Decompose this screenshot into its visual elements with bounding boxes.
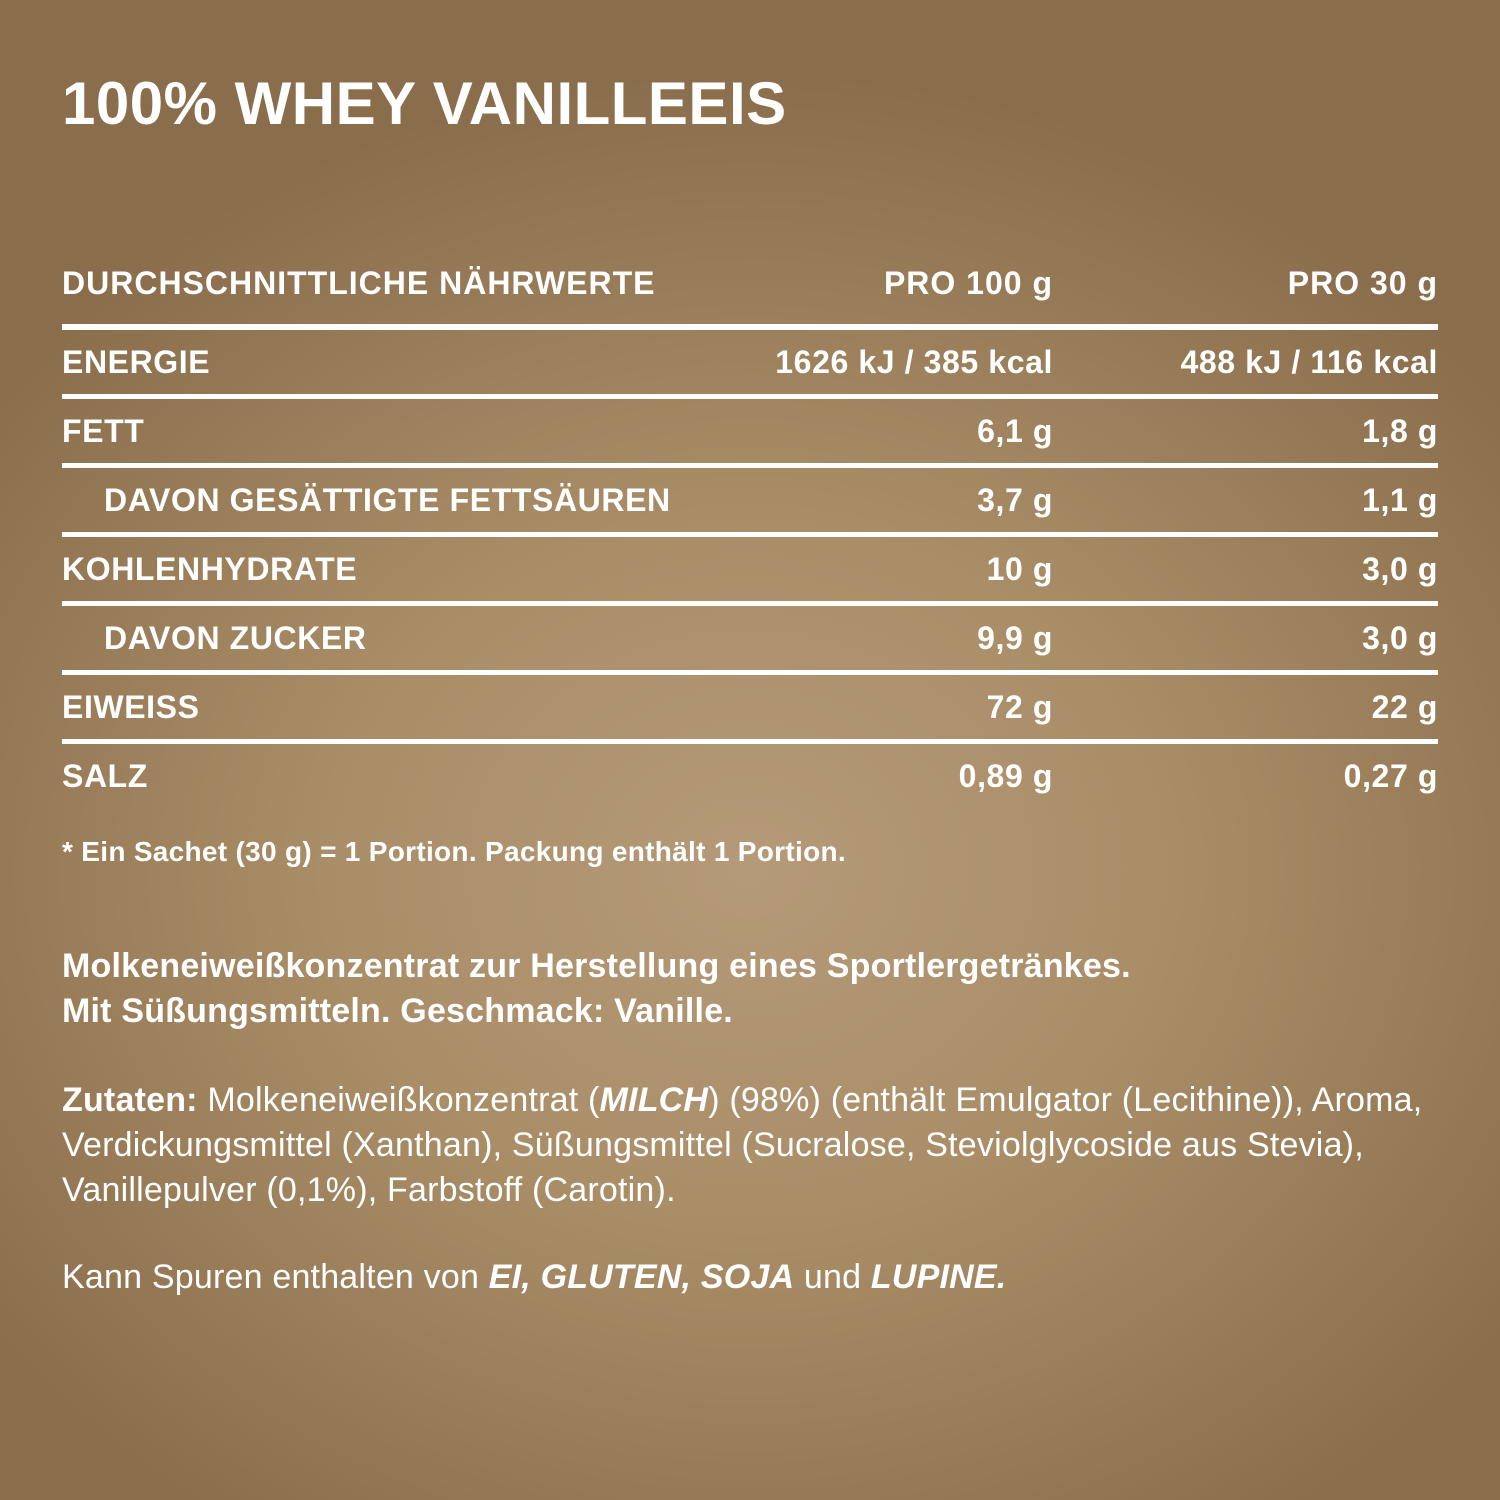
ingredients-paragraph: Zutaten: Molkeneiweißkonzentrat (MILCH) … [62,1078,1438,1213]
nutrient-name: FETT [62,412,145,449]
value-per-30g: 1,8 g [1362,412,1438,449]
value-per-30g: 22 g [1371,688,1438,725]
nutrient-name: DAVON GESÄTTIGTE FETTSÄUREN [104,481,671,518]
traces-allergens: EI, GLUTEN, SOJA [488,1258,795,1296]
value-per-100g: 0,89 g [958,757,1053,794]
nutrient-name: KOHLENHYDRATE [62,550,358,587]
table-row: EIWEISS 72 g 22 g [62,675,1438,744]
ingredients-text-1: Molkeneiweißkonzentrat ( [197,1081,600,1119]
value-per-30g: 1,1 g [1362,481,1438,518]
traces-allergen-lupine: LUPINE. [870,1258,1007,1296]
table-row: DAVON ZUCKER 9,9 g 3,0 g [62,606,1438,675]
value-per-100g: 6,1 g [977,412,1053,449]
table-header-row: DURCHSCHNITTLICHE NÄHRWERTE PRO 100 g PR… [62,265,1438,330]
table-row: DAVON GESÄTTIGTE FETTSÄUREN 3,7 g 1,1 g [62,468,1438,537]
nutrient-name: ENERGIE [62,343,211,380]
value-per-100g: 1626 kJ / 385 kcal [775,343,1053,380]
description-line-1: Molkeneiweißkonzentrat zur Herstellung e… [62,947,1131,985]
table-row: KOHLENHYDRATE 10 g 3,0 g [62,537,1438,606]
product-description: Molkeneiweißkonzentrat zur Herstellung e… [62,944,1438,1034]
nutrition-label-page: 100% WHEY VANILLEEIS DURCHSCHNITTLICHE N… [62,70,1438,1300]
table-body: ENERGIE 1626 kJ / 385 kcal 488 kJ / 116 … [62,330,1438,808]
value-per-100g: 72 g [986,688,1053,725]
nutrition-table: DURCHSCHNITTLICHE NÄHRWERTE PRO 100 g PR… [62,265,1438,808]
value-per-30g: 488 kJ / 116 kcal [1180,343,1438,380]
table-row: FETT 6,1 g 1,8 g [62,399,1438,468]
product-title: 100% WHEY VANILLEEIS [62,70,787,137]
table-row: ENERGIE 1626 kJ / 385 kcal 488 kJ / 116 … [62,330,1438,399]
table-row: SALZ 0,89 g 0,27 g [62,744,1438,808]
traces-text-2: und [794,1258,871,1296]
ingredients-text-2: ) (98%) (enthält Emulgator (Lecithine)),… [62,1081,1423,1209]
allergen-milch: MILCH [599,1081,709,1119]
value-per-30g: 3,0 g [1362,550,1438,587]
value-per-30g: 0,27 g [1343,757,1438,794]
serving-footnote: * Ein Sachet (30 g) = 1 Portion. Packung… [62,836,846,867]
traces-text-1: Kann Spuren enthalten von [62,1258,489,1296]
description-line-2: Mit Süßungsmitteln. Geschmack: Vanille. [62,992,733,1030]
nutrient-name: DAVON ZUCKER [104,619,367,656]
table-header-nutrients: DURCHSCHNITTLICHE NÄHRWERTE [62,265,656,301]
nutrient-name: SALZ [62,757,148,794]
value-per-100g: 10 g [986,550,1053,587]
traces-paragraph: Kann Spuren enthalten von EI, GLUTEN, SO… [62,1255,1438,1300]
table-header-per-100g: PRO 100 g [883,265,1053,301]
value-per-100g: 9,9 g [977,619,1053,656]
table-header-per-30g: PRO 30 g [1287,265,1438,301]
value-per-100g: 3,7 g [977,481,1053,518]
nutrient-name: EIWEISS [62,688,200,725]
ingredients-label: Zutaten: [62,1081,198,1119]
value-per-30g: 3,0 g [1362,619,1438,656]
